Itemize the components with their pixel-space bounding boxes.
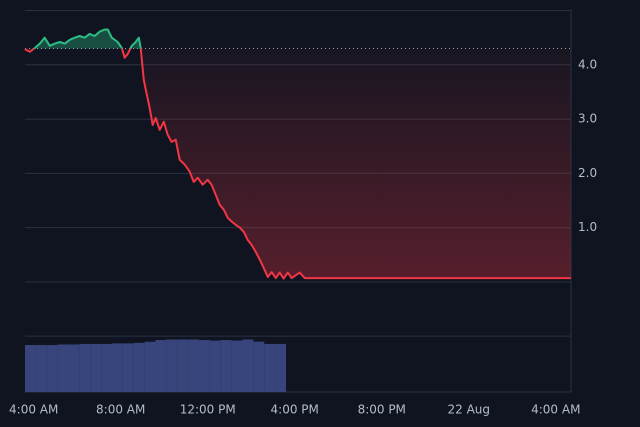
x-tick-label: 4:00 AM — [531, 403, 580, 417]
volume-bar — [101, 343, 113, 392]
area-up — [34, 29, 141, 49]
y-tick-label: 3.0 — [578, 112, 597, 126]
x-tick-label: 22 Aug — [448, 403, 491, 417]
volume-bar — [79, 343, 91, 392]
volume-bar — [209, 340, 221, 392]
volume-bar — [68, 344, 80, 392]
volume-bar — [242, 339, 254, 392]
x-tick-label: 4:00 AM — [9, 403, 58, 417]
area-down — [24, 48, 571, 279]
y-tick-label: 2.0 — [578, 166, 597, 180]
volume-bar — [57, 344, 69, 392]
volume-bar — [155, 340, 167, 392]
volume-bar — [220, 340, 232, 392]
line-up — [25, 28, 142, 49]
volume-bar — [35, 345, 47, 392]
volume-bar — [253, 341, 265, 392]
volume-bar — [122, 343, 134, 392]
volume-bar — [144, 341, 156, 392]
y-tick-label: 1.0 — [578, 220, 597, 234]
volume-bar — [90, 343, 102, 392]
x-tick-label: 8:00 PM — [358, 403, 406, 417]
volume-bar — [25, 345, 36, 392]
y-tick-label: 4.0 — [578, 57, 597, 71]
volume-bar — [188, 339, 200, 392]
line-down — [24, 48, 571, 280]
x-tick-label: 4:00 PM — [271, 403, 319, 417]
volume-bar — [199, 340, 210, 392]
volume-bar — [112, 343, 123, 392]
volume-bar — [46, 345, 58, 392]
volume-bar — [264, 343, 276, 392]
x-tick-label: 8:00 AM — [96, 403, 145, 417]
volume-bar — [166, 339, 178, 392]
volume-bar — [275, 343, 287, 392]
volume-bar — [177, 339, 189, 392]
x-tick-label: 12:00 PM — [180, 403, 236, 417]
volume-bar — [133, 342, 145, 392]
volume-bar — [231, 340, 243, 392]
